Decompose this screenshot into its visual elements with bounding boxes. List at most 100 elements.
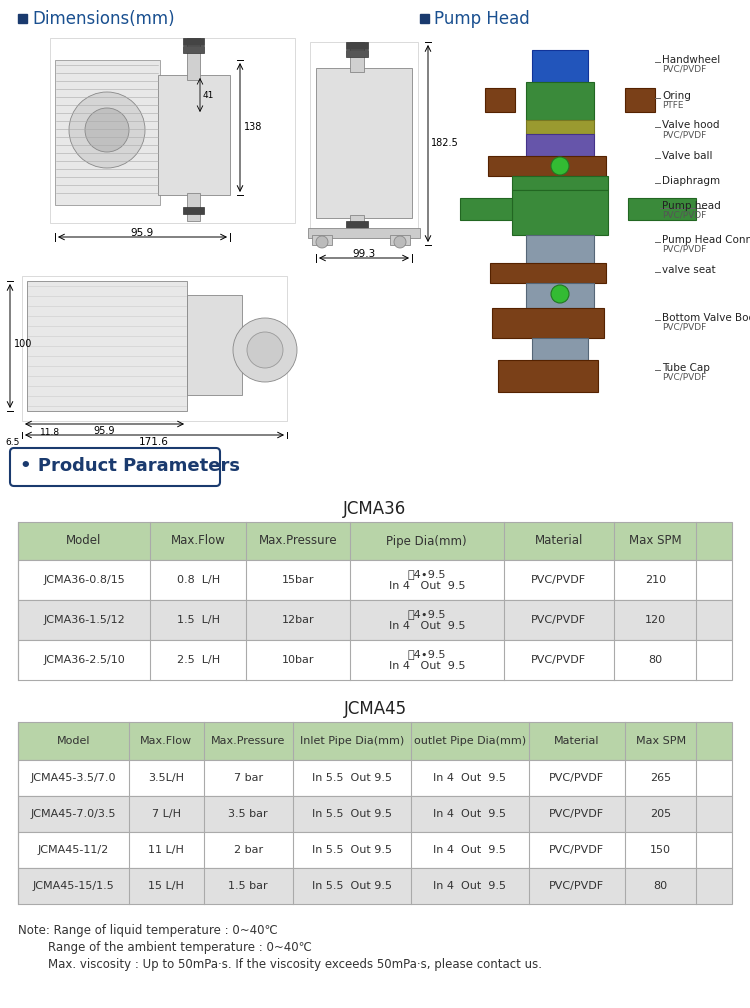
Text: 80: 80: [653, 881, 668, 891]
Text: JCMA45: JCMA45: [344, 700, 406, 718]
Bar: [187, 38, 200, 80]
Text: Inlet Pipe Dia(mm): Inlet Pipe Dia(mm): [300, 736, 404, 746]
Text: 円4∙9.5
In 4   Out  9.5: 円4∙9.5 In 4 Out 9.5: [388, 570, 465, 591]
Bar: [346, 221, 368, 228]
FancyBboxPatch shape: [10, 448, 220, 486]
Text: In 4  Out  9.5: In 4 Out 9.5: [433, 881, 506, 891]
Text: 15bar: 15bar: [282, 575, 314, 585]
Circle shape: [394, 236, 406, 248]
Text: 1.5  L/H: 1.5 L/H: [177, 615, 220, 625]
Text: 11.8: 11.8: [40, 428, 60, 437]
Circle shape: [316, 236, 328, 248]
Text: Pump Head: Pump Head: [434, 10, 530, 28]
Bar: [512, 176, 608, 190]
Bar: [420, 14, 429, 23]
Text: PVC/PVDF: PVC/PVDF: [662, 65, 706, 74]
Text: JCMA45-15/1.5: JCMA45-15/1.5: [32, 881, 114, 891]
Text: PVC/PVDF: PVC/PVDF: [662, 130, 706, 139]
Text: PVC/PVDF: PVC/PVDF: [531, 575, 586, 585]
Text: PVC/PVDF: PVC/PVDF: [549, 809, 604, 818]
Text: PVC/PVDF: PVC/PVDF: [549, 773, 604, 783]
Text: JCMA36: JCMA36: [344, 500, 406, 518]
Text: 95.9: 95.9: [130, 228, 154, 238]
Text: Valve hood: Valve hood: [662, 120, 719, 130]
Text: 2.5  L/H: 2.5 L/H: [177, 655, 220, 665]
Text: 7 bar: 7 bar: [234, 773, 262, 783]
Text: Model: Model: [56, 736, 90, 746]
Circle shape: [247, 332, 283, 368]
Text: Max. viscosity : Up to 50mPa·s. If the viscosity exceeds 50mPa·s, please contact: Max. viscosity : Up to 50mPa·s. If the v…: [18, 958, 542, 971]
Text: 100: 100: [14, 339, 32, 349]
Bar: [22, 276, 287, 421]
Text: PVC/PVDF: PVC/PVDF: [662, 211, 706, 220]
Text: 80: 80: [648, 655, 662, 665]
Text: Material: Material: [535, 534, 583, 547]
Bar: [187, 193, 200, 221]
Bar: [628, 198, 696, 220]
Text: JCMA45-7.0/3.5: JCMA45-7.0/3.5: [31, 809, 116, 818]
Text: In 5.5  Out 9.5: In 5.5 Out 9.5: [312, 809, 392, 818]
Text: In 4  Out  9.5: In 4 Out 9.5: [433, 773, 506, 783]
Bar: [316, 68, 412, 218]
Bar: [490, 263, 606, 283]
Text: PVC/PVDF: PVC/PVDF: [662, 323, 706, 332]
Bar: [18, 832, 732, 868]
Bar: [460, 198, 512, 220]
Text: 210: 210: [645, 575, 666, 585]
Bar: [390, 235, 410, 245]
Bar: [18, 760, 732, 796]
Text: outlet Pipe Dia(mm): outlet Pipe Dia(mm): [413, 736, 526, 746]
Bar: [625, 88, 655, 112]
Bar: [350, 42, 364, 72]
Text: 7 L/H: 7 L/H: [152, 809, 181, 818]
Bar: [532, 338, 588, 360]
Text: 0.8  L/H: 0.8 L/H: [177, 575, 220, 585]
Bar: [18, 600, 732, 640]
Text: Pipe Dia(mm): Pipe Dia(mm): [386, 534, 467, 547]
Bar: [526, 235, 594, 263]
Bar: [50, 38, 295, 223]
Bar: [18, 522, 732, 560]
Bar: [18, 560, 732, 600]
Bar: [308, 228, 420, 238]
Text: Diaphragm: Diaphragm: [662, 176, 720, 186]
Text: Max.Pressure: Max.Pressure: [259, 534, 338, 547]
Text: PVC/PVDF: PVC/PVDF: [662, 245, 706, 254]
Text: 205: 205: [650, 809, 671, 818]
Text: • Product Parameters: • Product Parameters: [20, 457, 240, 475]
Text: Max SPM: Max SPM: [629, 534, 682, 547]
Bar: [312, 235, 332, 245]
Bar: [532, 50, 588, 82]
Text: 150: 150: [650, 845, 671, 855]
Text: JCMA45-11/2: JCMA45-11/2: [38, 845, 109, 855]
Bar: [350, 215, 364, 231]
Text: PVC/PVDF: PVC/PVDF: [549, 845, 604, 855]
Bar: [27, 281, 187, 411]
Text: PVC/PVDF: PVC/PVDF: [662, 373, 706, 382]
Text: 11 L/H: 11 L/H: [148, 845, 184, 855]
Text: In 5.5  Out 9.5: In 5.5 Out 9.5: [312, 845, 392, 855]
Bar: [526, 82, 594, 120]
Text: Range of the ambient temperature : 0~40℃: Range of the ambient temperature : 0~40℃: [18, 941, 312, 954]
Bar: [498, 360, 598, 392]
Text: Pump head: Pump head: [662, 201, 721, 211]
Text: Max SPM: Max SPM: [635, 736, 686, 746]
Text: Max.Flow: Max.Flow: [171, 534, 226, 547]
Text: valve seat: valve seat: [662, 265, 716, 275]
Text: In 4  Out  9.5: In 4 Out 9.5: [433, 845, 506, 855]
Text: JCMA36-1.5/12: JCMA36-1.5/12: [44, 615, 125, 625]
Bar: [158, 75, 230, 195]
Text: Tube Cap: Tube Cap: [662, 363, 710, 373]
Text: 2 bar: 2 bar: [234, 845, 262, 855]
Text: PVC/PVDF: PVC/PVDF: [531, 655, 586, 665]
Text: JCMA36-0.8/15: JCMA36-0.8/15: [44, 575, 125, 585]
Text: 15 L/H: 15 L/H: [148, 881, 184, 891]
Text: 120: 120: [645, 615, 666, 625]
Text: In 5.5  Out 9.5: In 5.5 Out 9.5: [312, 881, 392, 891]
Bar: [485, 88, 515, 112]
Text: In 5.5  Out 9.5: In 5.5 Out 9.5: [312, 773, 392, 783]
Text: Dimensions(mm): Dimensions(mm): [32, 10, 175, 28]
Text: 円4∙9.5
In 4   Out  9.5: 円4∙9.5 In 4 Out 9.5: [388, 649, 465, 670]
Text: 171.6: 171.6: [139, 437, 169, 447]
Text: Model: Model: [66, 534, 102, 547]
